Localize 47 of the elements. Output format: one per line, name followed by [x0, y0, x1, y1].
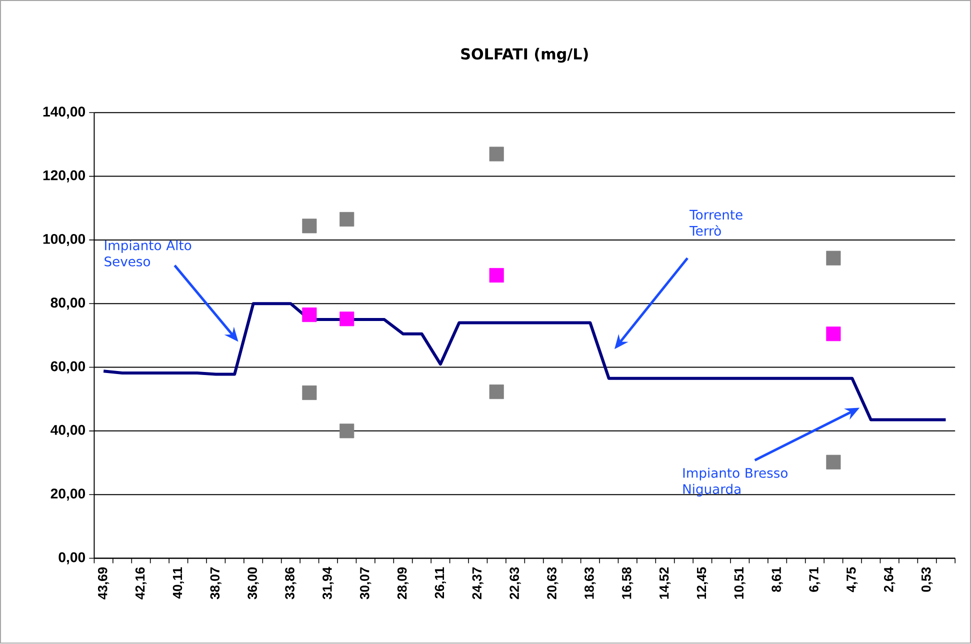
- x-tick-label: 26,11: [434, 567, 446, 599]
- point: [489, 268, 504, 283]
- x-tick-label: 2,64: [884, 567, 896, 592]
- point: [489, 384, 504, 400]
- point: [340, 312, 354, 326]
- x-tick-label: 22,63: [510, 568, 521, 600]
- annotation: Torrente Terrò: [690, 210, 742, 236]
- x-tick-label: 24,37: [472, 568, 484, 600]
- point: [302, 308, 317, 322]
- point: [489, 146, 504, 162]
- point: [340, 212, 354, 227]
- y-tick-label: 0,00: [58, 552, 86, 564]
- x-tick-label: 6,71: [809, 567, 820, 592]
- x-tick-label: 14,52: [659, 568, 671, 599]
- x-tick-label: 28,09: [397, 568, 409, 600]
- x-tick-label: 43,69: [98, 568, 110, 600]
- chart-title: SOLFATI (mg/L): [461, 48, 588, 63]
- x-tick-label: 33,86: [285, 568, 296, 600]
- y-tick-label: 60,00: [50, 361, 86, 374]
- point: [302, 218, 317, 234]
- x-tick-label: 20,63: [547, 568, 558, 600]
- point: [826, 455, 841, 470]
- annotation: Impianto Alto Seveso: [104, 240, 192, 267]
- x-tick-label: 10,51: [734, 567, 746, 599]
- x-tick-label: 30,07: [360, 568, 372, 600]
- x-tick-label: 12,45: [696, 567, 708, 599]
- x-tick-label: 4,75: [846, 567, 858, 592]
- x-tick-label: 42,16: [135, 568, 147, 600]
- annotation: Impianto Bresso Niguarda: [683, 468, 788, 497]
- x-tick-label: 36,00: [248, 568, 259, 600]
- point: [302, 386, 317, 400]
- y-tick-label: 80,00: [50, 298, 86, 310]
- y-tick-label: 20,00: [50, 488, 86, 501]
- y-tick-label: 40,00: [50, 425, 86, 438]
- y-tick-label: 100,00: [43, 234, 86, 246]
- x-tick-label: 0,53: [921, 568, 933, 592]
- x-tick-label: 38,07: [210, 568, 222, 600]
- point: [826, 251, 841, 266]
- x-tick-label: 40,11: [172, 567, 184, 599]
- x-tick-label: 18,63: [584, 568, 596, 599]
- point: [826, 326, 841, 342]
- y-tick-label: 120,00: [43, 170, 86, 182]
- x-tick-label: 31,94: [322, 567, 334, 600]
- x-tick-label: 8,61: [772, 567, 783, 592]
- y-tick-label: 140,00: [43, 106, 86, 119]
- point: [340, 424, 354, 438]
- x-tick-label: 16,58: [622, 567, 634, 599]
